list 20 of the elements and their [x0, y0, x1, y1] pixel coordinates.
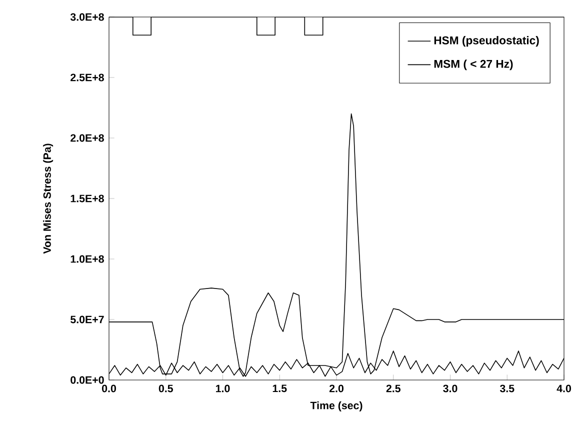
y-tick-label: 5.0E+7: [70, 316, 104, 324]
x-tick-label: 4.0: [556, 384, 571, 392]
y-tick-label: 2.0E+8: [70, 134, 104, 142]
y-tick-label: 1.0E+8: [70, 255, 104, 263]
y-axis-title: Von Mises Stress (Pa): [43, 144, 54, 254]
legend-label: MSM ( < 27 Hz): [434, 60, 513, 70]
x-tick-label: 3.0: [443, 384, 458, 392]
y-tick-label: 0.0E+0: [70, 376, 104, 384]
x-tick-label: 3.5: [500, 384, 514, 392]
x-tick-label: 2.0: [329, 384, 344, 392]
x-tick-label: 1.0: [216, 384, 230, 392]
y-tick-label: 2.5E+8: [70, 74, 104, 82]
x-tick-label: 1.5: [272, 384, 287, 392]
x-tick-label: 0.5: [158, 384, 173, 392]
x-tick-label: 0.0: [102, 384, 116, 392]
x-axis-title: Time (sec): [310, 401, 362, 412]
y-tick-label: 3.0E+8: [70, 13, 104, 21]
x-tick-label: 2.5: [386, 384, 400, 392]
legend-label: HSM (pseudostatic): [434, 36, 539, 47]
y-tick-label: 1.5E+8: [70, 194, 104, 202]
